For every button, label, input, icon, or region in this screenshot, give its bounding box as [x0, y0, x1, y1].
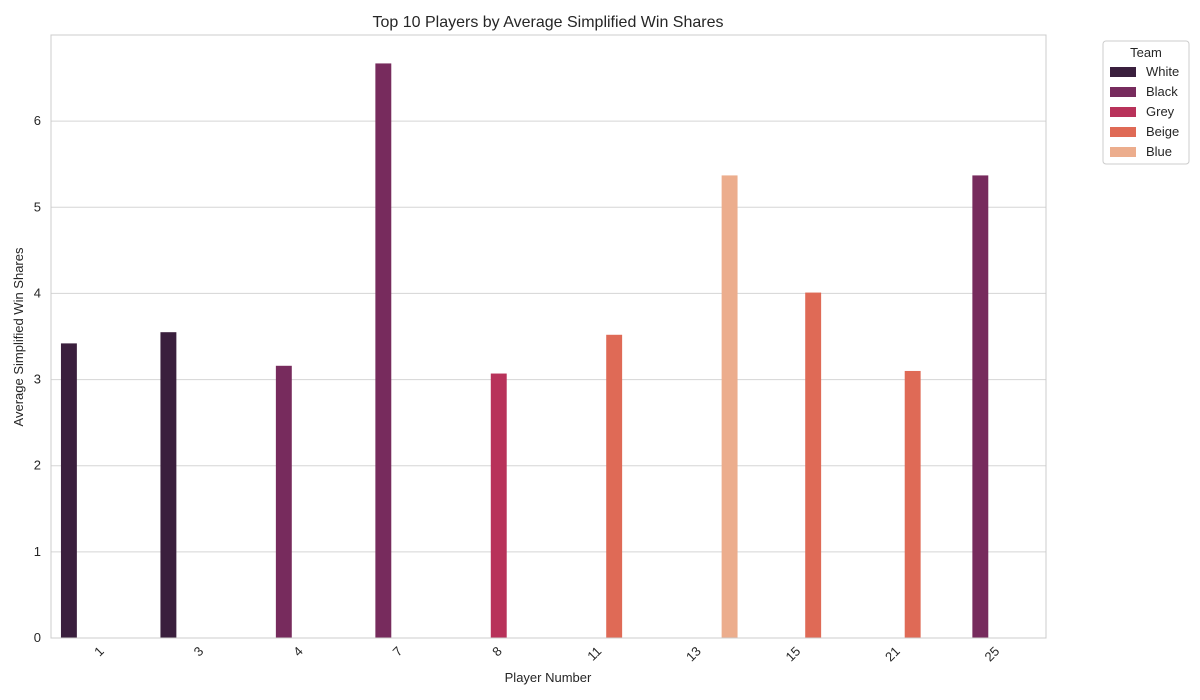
x-tick-label: 13 — [683, 644, 704, 665]
x-tick-label: 11 — [584, 644, 604, 664]
gridlines — [51, 120, 1046, 639]
y-axis-ticks: 0 1 2 3 4 5 6 — [34, 113, 41, 645]
x-tick-label: 3 — [191, 644, 207, 660]
y-tick-label: 2 — [34, 458, 41, 473]
x-tick-label: 15 — [783, 644, 804, 665]
y-tick-label: 3 — [34, 372, 41, 387]
bar — [375, 63, 392, 639]
y-tick-label: 4 — [34, 285, 41, 300]
y-tick-label: 5 — [34, 199, 41, 214]
legend-swatch — [1110, 107, 1136, 117]
x-tick-label: 21 — [882, 644, 903, 665]
x-axis-label: Player Number — [505, 670, 592, 685]
legend-swatch — [1110, 147, 1136, 157]
legend-item-label: Black — [1146, 84, 1178, 99]
bar — [721, 175, 738, 639]
bar — [972, 175, 989, 639]
legend-item-label: White — [1146, 64, 1179, 79]
x-tick-label: 1 — [91, 644, 107, 660]
bar — [904, 370, 921, 638]
legend-item-label: Blue — [1146, 144, 1172, 159]
x-tick-label: 8 — [489, 644, 505, 660]
bar — [275, 365, 292, 638]
bar — [805, 292, 822, 638]
x-tick-label: 7 — [390, 644, 406, 660]
legend: Team White Black Grey Beige Blue — [1102, 40, 1190, 165]
legend-item-label: Grey — [1146, 104, 1175, 119]
legend-swatch — [1110, 67, 1136, 77]
legend-item-label: Beige — [1146, 124, 1179, 139]
y-axis-label: Average Simplified Win Shares — [11, 247, 26, 426]
bar — [160, 332, 177, 638]
y-tick-label: 1 — [34, 544, 41, 559]
chart-title: Top 10 Players by Average Simplified Win… — [373, 14, 724, 31]
bars — [60, 63, 989, 639]
bar — [606, 334, 623, 638]
x-tick-label: 4 — [290, 644, 306, 660]
legend-title: Team — [1130, 45, 1162, 60]
x-axis-ticks: 1 3 4 7 8 11 13 15 21 25 — [91, 644, 1002, 665]
y-tick-label: 0 — [34, 630, 41, 645]
y-tick-label: 6 — [34, 113, 41, 128]
legend-swatch — [1110, 87, 1136, 97]
bar — [490, 373, 507, 638]
x-tick-label: 25 — [982, 644, 1003, 665]
legend-swatch — [1110, 127, 1136, 137]
bar — [60, 343, 77, 638]
plot-frame — [50, 34, 1047, 639]
